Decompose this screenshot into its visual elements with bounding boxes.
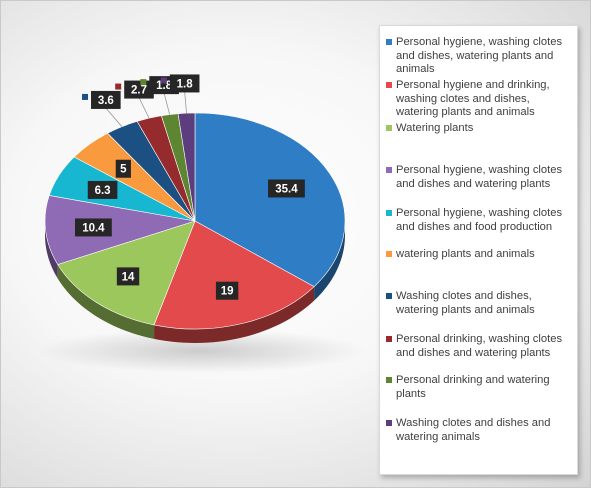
data-label-box bbox=[116, 267, 140, 286]
data-label: 35.4 bbox=[275, 183, 298, 195]
legend-label: Watering plants bbox=[396, 122, 474, 134]
legend-swatch bbox=[386, 420, 392, 426]
legend-item: Watering plants bbox=[386, 122, 572, 136]
legend-item: Washing clotes and dishes and watering a… bbox=[386, 417, 572, 444]
legend-label: Washing clotes and dishes and watering a… bbox=[396, 417, 551, 443]
pie-slice bbox=[177, 112, 196, 222]
legend-item: Personal hygiene and drinking, washing c… bbox=[386, 79, 572, 120]
legend-label: watering plants and animals bbox=[396, 248, 535, 260]
pie-slice-side bbox=[314, 221, 345, 301]
data-label: 19 bbox=[221, 286, 234, 298]
legend-label: Personal hygiene, washing clotes and dis… bbox=[396, 164, 563, 190]
pie-shadow bbox=[36, 329, 366, 373]
pie-slice bbox=[153, 220, 315, 330]
data-label-key bbox=[82, 93, 89, 100]
legend-item: Washing clotes and dishes, watering plan… bbox=[386, 290, 572, 317]
data-label-leader bbox=[184, 91, 187, 114]
data-label-box bbox=[215, 281, 239, 300]
pie-slice-side bbox=[57, 264, 155, 339]
legend-swatch bbox=[386, 210, 392, 216]
legend-label: Personal hygiene and drinking, washing c… bbox=[396, 79, 550, 118]
data-label: 3.6 bbox=[98, 95, 114, 107]
data-label-key bbox=[140, 79, 147, 86]
legend: Personal hygiene, washing clotes and dis… bbox=[379, 25, 578, 475]
data-label: 1.8 bbox=[177, 78, 194, 90]
legend-swatch bbox=[386, 251, 392, 257]
legend-label: Washing clotes and dishes, watering plan… bbox=[396, 290, 535, 316]
legend-item: Personal hygiene, washing clotes and dis… bbox=[386, 36, 572, 77]
legend-item: Personal drinking, washing clotes and di… bbox=[386, 333, 572, 360]
legend-label: Personal hygiene, washing clotes and dis… bbox=[396, 207, 563, 233]
legend-swatch bbox=[386, 167, 392, 173]
data-label-box bbox=[169, 74, 200, 93]
pie-slice-side bbox=[154, 286, 315, 343]
data-label: 2.7 bbox=[131, 85, 147, 97]
legend-swatch bbox=[386, 293, 392, 299]
pie-slice-side bbox=[45, 221, 58, 279]
pie-slice bbox=[194, 112, 346, 288]
data-label-leader bbox=[105, 107, 123, 127]
legend-item: Personal hygiene, washing clotes and dis… bbox=[386, 207, 572, 234]
legend-label: Personal hygiene, washing clotes and dis… bbox=[396, 36, 563, 75]
data-label: 14 bbox=[122, 271, 135, 283]
legend-swatch bbox=[386, 39, 392, 45]
data-label-box bbox=[115, 159, 131, 178]
data-label-leader bbox=[138, 97, 150, 119]
pie-slice bbox=[44, 195, 196, 265]
legend-item: Personal hygiene, washing clotes and dis… bbox=[386, 164, 572, 191]
legend-swatch bbox=[386, 377, 392, 383]
data-label-key bbox=[160, 77, 167, 84]
data-label-box bbox=[87, 180, 118, 199]
data-label: 10.4 bbox=[82, 222, 105, 234]
legend-swatch bbox=[386, 336, 392, 342]
data-label: 5 bbox=[120, 164, 127, 176]
data-label-box bbox=[268, 179, 305, 198]
data-label: 6.3 bbox=[95, 185, 111, 197]
legend-swatch bbox=[386, 125, 392, 131]
legend-label: Personal drinking, washing clotes and di… bbox=[396, 333, 563, 359]
legend-label: Personal drinking and watering plants bbox=[396, 374, 550, 400]
data-label-box bbox=[124, 80, 154, 99]
data-label: 1.8 bbox=[156, 80, 173, 92]
data-label-leader bbox=[163, 93, 171, 115]
legend-item: watering plants and animals bbox=[386, 248, 572, 262]
data-label-key bbox=[115, 83, 122, 90]
data-label-box bbox=[74, 218, 112, 237]
data-label-box bbox=[91, 90, 121, 109]
legend-item: Personal drinking and watering plants bbox=[386, 374, 572, 401]
legend-swatch bbox=[386, 82, 392, 88]
